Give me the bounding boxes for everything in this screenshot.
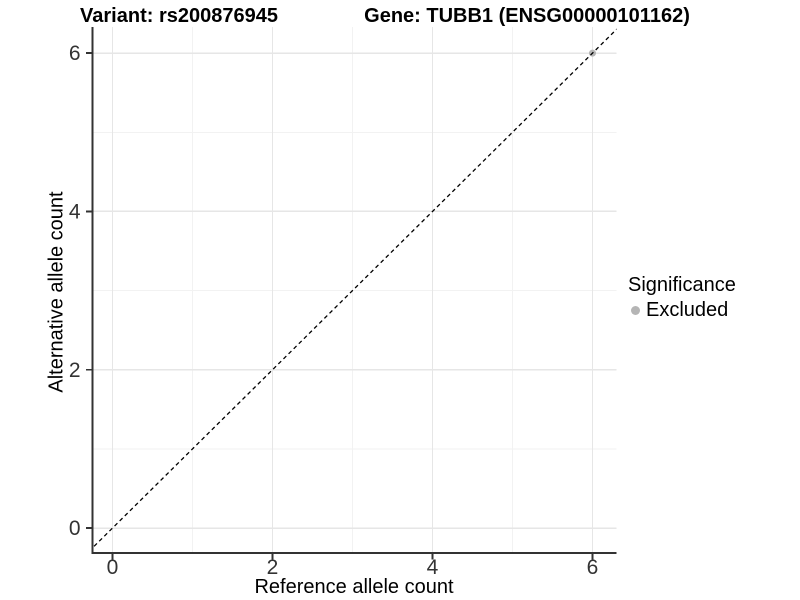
legend-item-label: Excluded	[646, 299, 729, 321]
x-tick-label: 4	[427, 556, 439, 579]
legend-item-excluded: Excluded	[628, 298, 736, 322]
legend: Significance Excluded	[628, 273, 736, 322]
y-tick-label: 0	[69, 517, 81, 540]
variant-title: Variant: rs200876945	[80, 5, 278, 27]
legend-title: Significance	[628, 274, 736, 296]
y-tick-label: 2	[69, 359, 81, 382]
excluded-point-icon	[631, 305, 640, 315]
y-axis-title: Alternative allele count	[45, 191, 68, 393]
x-tick-label: 6	[587, 556, 599, 579]
x-axis-title: Reference allele count	[254, 576, 454, 598]
x-tick-label: 0	[107, 556, 119, 579]
y-tick-label: 6	[69, 42, 81, 65]
gene-title: Gene: TUBB1 (ENSG00000101162)	[364, 5, 690, 27]
y-tick-label: 4	[69, 200, 81, 223]
identity-dashed-line	[92, 28, 617, 549]
x-tick-label: 2	[267, 556, 279, 579]
